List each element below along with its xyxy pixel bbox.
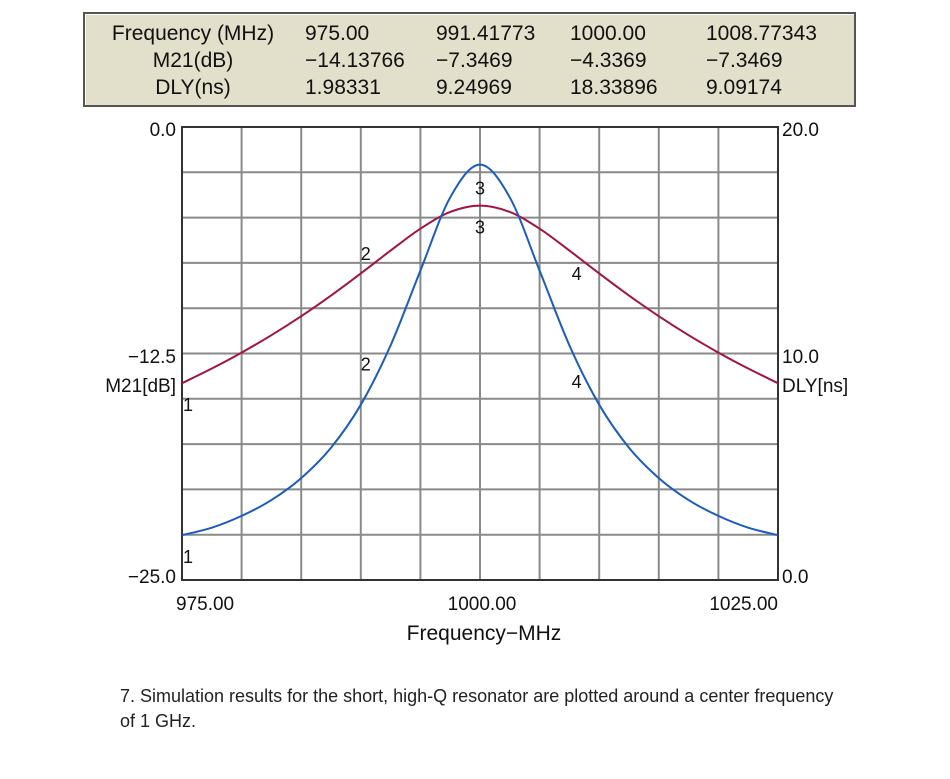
cell: 9.09174 [706,76,782,99]
cell: 1008.77343 [706,22,817,45]
plot-frame [181,126,779,581]
x-tick-1000: 1000.00 [448,594,517,615]
left-axis-label: M21[dB] [105,376,176,397]
x-axis-label: Frequency−MHz [407,622,562,645]
cell: −7.3469 [706,49,783,72]
cell: −14.13766 [305,49,405,72]
x-tick-975: 975.00 [176,594,234,615]
marker-label-m21-4: 4 [572,264,582,284]
marker-label-dly-2: 2 [361,354,371,374]
cell: 1000.00 [570,22,646,45]
right-tick-bottom: 0.0 [782,567,808,588]
right-tick-top: 20.0 [782,120,819,141]
dly-curve [181,163,779,537]
left-tick-top: 0.0 [150,120,176,141]
table-row-dly: DLY(ns) 1.98331 9.24969 18.33896 9.09174 [93,74,823,101]
cell: −7.3469 [436,49,513,72]
table-row-m21: M21(dB) −14.13766 −7.3469 −4.3369 −7.346… [93,47,823,74]
left-tick-mid: −12.5 [128,347,176,368]
row-label: Frequency (MHz) [111,22,275,45]
table-row-frequency: Frequency (MHz) 975.00 991.41773 1000.00… [93,20,823,47]
row-label: DLY(ns) [155,76,231,99]
marker-label-m21-2: 2 [361,244,371,264]
marker-label-m21-3: 3 [475,218,485,238]
marker-label-dly-1: 1 [183,547,193,567]
cell: 975.00 [305,22,370,45]
right-tick-mid: 10.0 [782,347,819,368]
cell: 991.41773 [436,22,536,45]
marker-label-m21-1: 1 [183,395,193,415]
marker-label-dly-4: 4 [572,372,582,392]
x-tick-1025: 1025.00 [709,594,778,615]
marker-label-dly-3: 3 [475,179,485,199]
cell: 9.24969 [436,76,512,99]
cell: 1.98331 [305,76,381,99]
m21-curve [181,204,779,385]
cell: 18.33896 [570,76,658,99]
right-axis-label: DLY[ns] [782,376,848,397]
figure-caption: 7. Simulation results for the short, hig… [120,686,834,731]
row-label: M21(dB) [152,49,234,72]
marker-readout-table: Frequency (MHz) 975.00 991.41773 1000.00… [83,12,856,107]
cell: −4.3369 [570,49,647,72]
left-tick-bottom: −25.0 [128,567,176,588]
